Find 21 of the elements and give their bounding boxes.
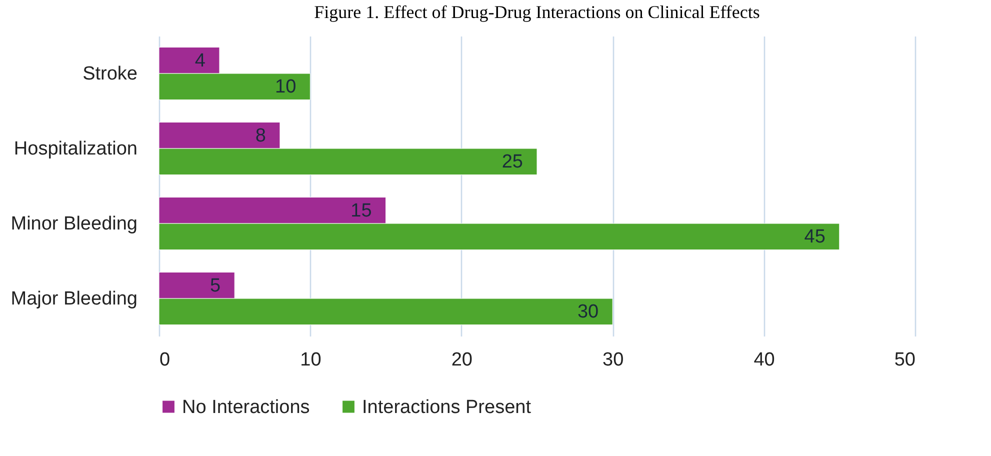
x-tick-label: 0 bbox=[160, 350, 170, 370]
x-tick-label: 40 bbox=[754, 350, 775, 370]
data-label: 30 bbox=[577, 302, 599, 323]
data-label: 45 bbox=[804, 226, 826, 248]
data-label: 25 bbox=[502, 152, 523, 173]
y-tick-label: Major Bleeding bbox=[10, 288, 138, 310]
data-label: 5 bbox=[210, 275, 221, 296]
data-label: 4 bbox=[194, 50, 206, 72]
y-tick-label: Stroke bbox=[82, 64, 138, 84]
data-label: 10 bbox=[275, 76, 296, 98]
legend-label: No Interactions bbox=[182, 396, 310, 418]
y-tick-label: Hospitalization bbox=[14, 138, 138, 160]
x-tick-label: 50 bbox=[894, 350, 916, 370]
x-tick-label: 30 bbox=[602, 350, 624, 370]
legend-label: Interactions Present bbox=[362, 396, 532, 418]
y-tick-label: Minor Bleeding bbox=[10, 214, 138, 234]
data-label: 8 bbox=[255, 125, 266, 146]
data-label: 15 bbox=[350, 200, 372, 222]
x-tick-label: 20 bbox=[451, 350, 472, 370]
x-tick-label: 10 bbox=[300, 350, 322, 370]
chart-title: Figure 1. Effect of Drug-Drug Interactions on Clinical Effects bbox=[314, 2, 760, 22]
